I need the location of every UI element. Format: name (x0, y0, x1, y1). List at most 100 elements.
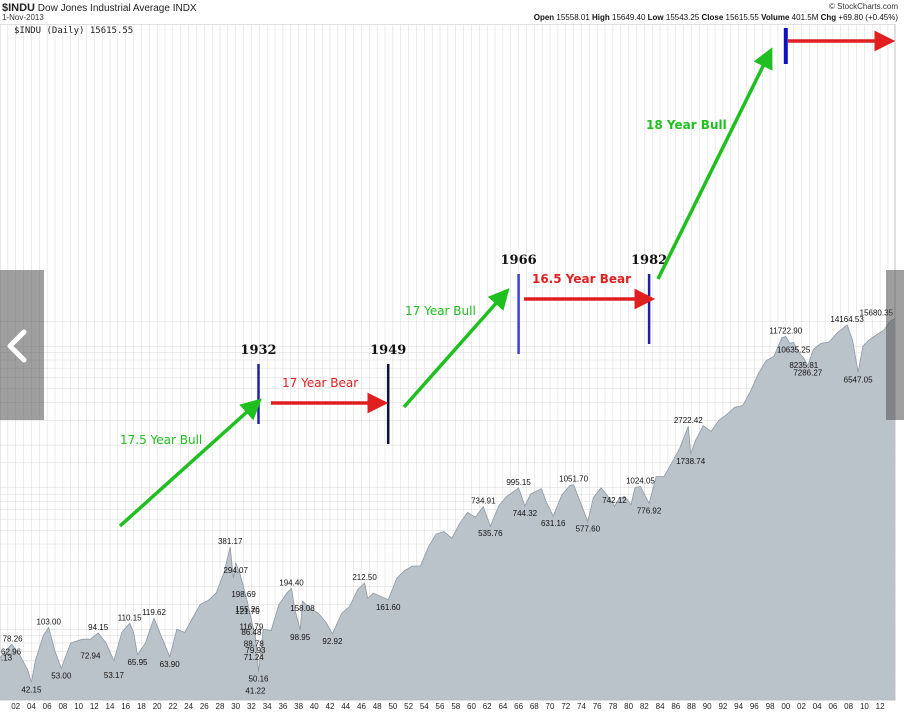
data-label: 62.96 (1, 648, 22, 657)
data-label: 79.93 (245, 646, 266, 655)
x-tick: 60 (467, 702, 476, 711)
x-tick: 86 (671, 702, 680, 711)
data-label: 2722.42 (674, 416, 703, 425)
data-label: 53.17 (104, 671, 125, 680)
data-label: 198.69 (231, 590, 256, 599)
cycle-year-label: 1949 (370, 343, 406, 358)
data-label: 50.16 (248, 675, 269, 684)
open-label: Open (533, 13, 555, 22)
x-tick: 56 (436, 702, 445, 711)
x-tick-labels: 02 04 06 08 10 12 14 16 18 20 22 24 26 28 30 32 34 36 38 40… (11, 702, 885, 711)
chart-date: 1-Nov-2013 (2, 13, 44, 22)
x-tick: 12 (876, 702, 885, 711)
data-label: 161.60 (376, 603, 401, 612)
data-label: 94.15 (88, 623, 109, 632)
x-tick: 08 (58, 702, 67, 711)
x-tick: 66 (514, 702, 523, 711)
data-label: 98.95 (290, 633, 311, 642)
data-label: 103.00 (36, 617, 61, 626)
data-label: 381.17 (218, 537, 243, 546)
data-label: 1051.70 (559, 475, 588, 484)
data-label: 631.16 (541, 519, 566, 528)
x-tick: 14 (106, 702, 115, 711)
x-tick: 94 (734, 702, 743, 711)
x-tick: 58 (451, 702, 460, 711)
data-label: 72.94 (80, 652, 101, 661)
data-label: 535.76 (478, 529, 503, 538)
x-tick: 48 (373, 702, 382, 711)
x-tick: 36 (278, 702, 287, 711)
data-label: 734.91 (471, 497, 496, 506)
x-tick: 62 (483, 702, 492, 711)
price-area (0, 318, 895, 700)
chg-label: Chg (820, 13, 837, 22)
x-tick: 24 (184, 702, 193, 711)
chevron-left-icon (7, 329, 27, 363)
data-label: 15680.35 (860, 309, 894, 318)
data-label: 577.60 (576, 525, 601, 534)
x-tick: 04 (813, 702, 822, 711)
data-label: 41.22 (245, 687, 266, 696)
data-label: 776.92 (637, 506, 662, 515)
x-tick: 52 (404, 702, 413, 711)
data-label: 78.26 (3, 634, 24, 643)
x-tick: 22 (168, 702, 177, 711)
x-tick: 42 (326, 702, 335, 711)
data-label: 194.40 (279, 578, 304, 587)
x-tick: 10 (74, 702, 83, 711)
data-label: 1738.74 (676, 457, 705, 466)
x-tick: 90 (703, 702, 712, 711)
x-tick: 72 (561, 702, 570, 711)
carousel-next-button[interactable] (886, 270, 904, 420)
x-tick: 30 (231, 702, 240, 711)
x-tick: 74 (577, 702, 586, 711)
data-label: .13 (1, 653, 13, 662)
chevron-right-icon (886, 270, 904, 420)
cycle-arrows: 17.5 Year Bull 17 Year Bear 17 Year Bull 16… (118, 30, 896, 528)
cycle-year-label: 1932 (240, 343, 276, 358)
cycle-annotation-label: 17 Year Bull (405, 304, 476, 318)
symbol: $INDU (2, 2, 36, 14)
x-tick: 02 (797, 702, 806, 711)
bull-arrow (402, 288, 510, 409)
data-label: 65.95 (127, 658, 148, 667)
data-label: 88.78 (244, 640, 265, 649)
data-label: 8235.81 (789, 361, 818, 370)
x-tick: 76 (593, 702, 602, 711)
x-tick: 18 (137, 702, 146, 711)
cycle-annotation-label: 18 Year Bull (646, 118, 727, 132)
high-label: High (592, 13, 610, 22)
x-tick: 40 (310, 702, 319, 711)
x-tick: 02 (11, 702, 20, 711)
high-value: 15649.40 (612, 13, 646, 22)
data-label: 155.26 (235, 605, 260, 614)
dow-area-chart: $INDU (Daily) 15615.55 62.96 78.26 .13 42.1… (0, 24, 896, 711)
x-tick: 92 (718, 702, 727, 711)
open-value: 15558.01 (556, 13, 590, 22)
data-label: 119.62 (142, 608, 166, 617)
data-label: 14164.53 (830, 315, 864, 324)
carousel-prev-button[interactable] (0, 270, 44, 420)
x-tick: 82 (640, 702, 649, 711)
data-label: 742.12 (602, 496, 627, 505)
x-tick: 88 (687, 702, 696, 711)
data-label: 212.50 (352, 573, 377, 582)
x-tick: 54 (420, 702, 429, 711)
chart-header: $INDU Dow Jones Industrial Average INDX … (0, 0, 904, 24)
x-tick: 28 (216, 702, 225, 711)
close-value: 15615.55 (725, 13, 759, 22)
volume-value: 401.5M (791, 13, 819, 22)
cycle-annotation-label: 17.5 Year Bull (120, 433, 202, 447)
x-tick: 04 (27, 702, 36, 711)
data-label: 11722.90 (769, 327, 802, 336)
x-tick: 06 (43, 702, 52, 711)
data-label: 744.32 (513, 509, 538, 518)
bull-arrow (118, 398, 262, 528)
x-tick: 32 (247, 702, 256, 711)
data-label: 116.79 (239, 623, 263, 632)
x-tick: 50 (388, 702, 397, 711)
volume-label: Volume (761, 13, 790, 22)
price-line (0, 318, 895, 683)
chg-value: +69.80 (+0.45%) (838, 13, 898, 22)
x-tick: 44 (341, 702, 350, 711)
